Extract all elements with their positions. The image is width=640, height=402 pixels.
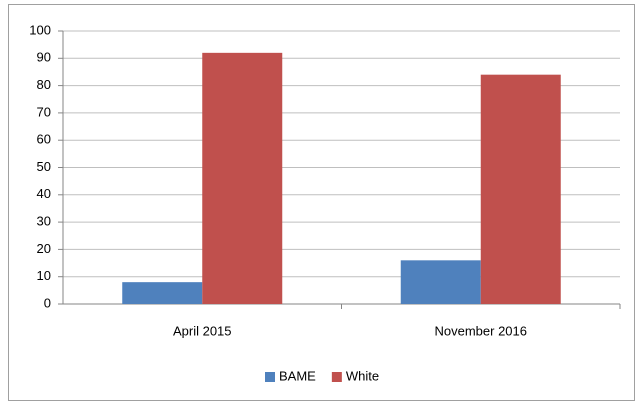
bar xyxy=(122,282,203,304)
x-tick-label: April 2015 xyxy=(173,323,232,338)
legend-label: BAME xyxy=(279,368,316,383)
bar xyxy=(202,52,283,305)
legend-swatch xyxy=(331,372,342,382)
y-tick-label: 60 xyxy=(37,132,51,147)
y-tick-label: 80 xyxy=(37,77,51,92)
y-tick-label: 0 xyxy=(44,295,51,310)
y-tick-label: 40 xyxy=(37,186,51,201)
y-tick-label: 20 xyxy=(37,241,51,256)
y-tick-label: 70 xyxy=(37,104,51,119)
y-tick-label: 100 xyxy=(29,22,51,37)
legend-swatch xyxy=(265,372,275,382)
bar xyxy=(400,260,481,304)
y-tick-label: 10 xyxy=(37,268,51,283)
legend-label: White xyxy=(346,368,379,383)
bar xyxy=(480,74,561,305)
y-tick-label: 90 xyxy=(37,50,51,65)
y-tick-label: 50 xyxy=(37,159,51,174)
y-tick-label: 30 xyxy=(37,214,51,229)
x-tick-label: November 2016 xyxy=(435,323,528,338)
